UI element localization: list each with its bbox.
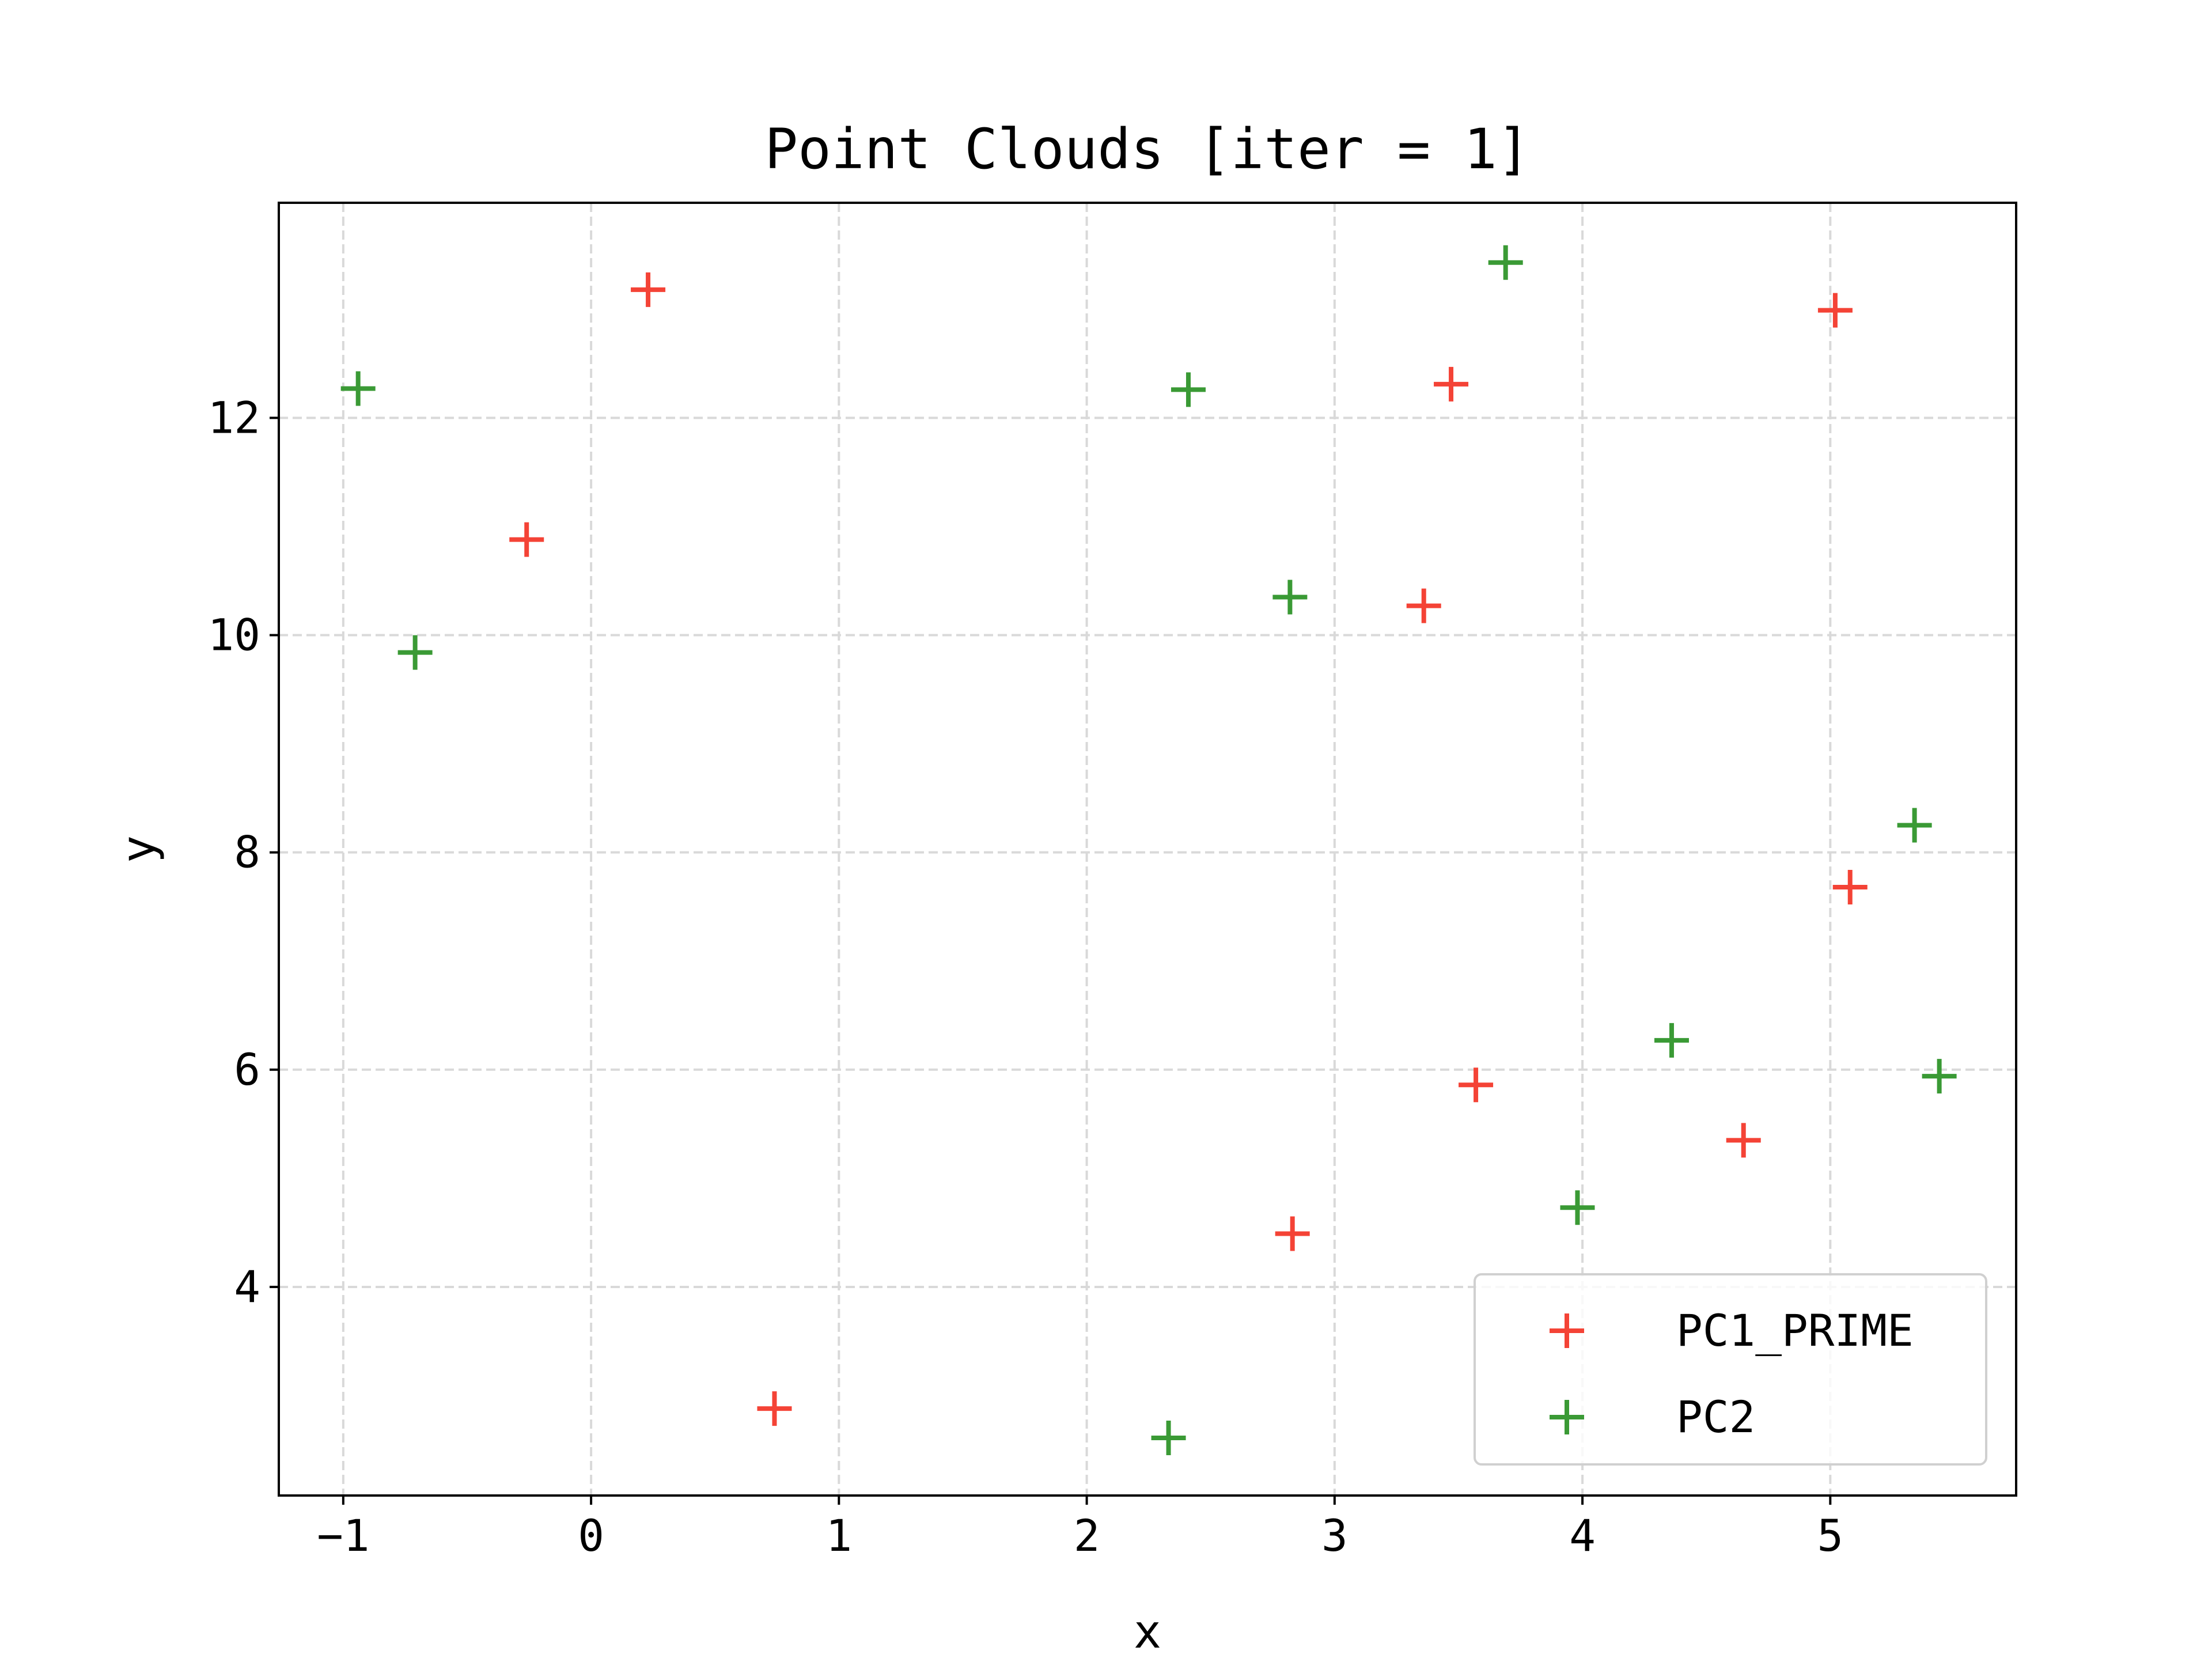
- point-pc1-prime: [1434, 367, 1468, 402]
- point-pc2: [1488, 245, 1523, 280]
- x-tick-label: 1: [825, 1510, 852, 1561]
- legend: PC1_PRIME PC2: [1475, 1274, 1986, 1464]
- y-tick-label: 12: [207, 392, 260, 443]
- x-tick-label: 4: [1569, 1510, 1596, 1561]
- y-axis-label: y: [112, 835, 165, 863]
- x-tick-label: −1: [317, 1510, 370, 1561]
- point-pc2: [398, 635, 433, 670]
- x-axis-label: x: [1134, 1605, 1161, 1659]
- legend-label-pc1-prime: PC1_PRIME: [1676, 1305, 1914, 1356]
- x-tick-label: 2: [1074, 1510, 1100, 1561]
- point-pc1-prime: [1726, 1123, 1761, 1157]
- point-pc2: [1272, 580, 1307, 615]
- legend-label-pc2: PC2: [1676, 1391, 1755, 1443]
- y-tick-label: 8: [234, 827, 260, 878]
- y-tick-label: 10: [207, 609, 260, 661]
- chart-title: Point Clouds [iter = 1]: [764, 117, 1530, 181]
- x-tick-label: 3: [1321, 1510, 1348, 1561]
- point-pc2: [1560, 1190, 1594, 1225]
- point-pc2: [1654, 1023, 1689, 1058]
- point-pc1-prime: [757, 1391, 791, 1426]
- point-pc1-prime: [509, 523, 544, 557]
- point-pc1-prime: [631, 272, 665, 307]
- point-pc1-prime: [1275, 1217, 1310, 1251]
- point-pc1-prime: [1407, 589, 1441, 623]
- point-pc2: [1922, 1059, 1957, 1093]
- x-tick-label: 0: [578, 1510, 604, 1561]
- point-pc1-prime: [1818, 293, 1853, 328]
- point-pc2: [1152, 1421, 1186, 1455]
- x-tick-label: 5: [1817, 1510, 1843, 1561]
- point-pc1-prime: [1833, 870, 1868, 904]
- point-pc2: [1171, 372, 1206, 407]
- point-pc1-prime: [1459, 1067, 1493, 1102]
- y-tick-label: 6: [234, 1044, 260, 1095]
- y-tick-label: 4: [234, 1261, 260, 1312]
- point-pc2: [1897, 808, 1932, 843]
- point-pc2: [341, 371, 376, 406]
